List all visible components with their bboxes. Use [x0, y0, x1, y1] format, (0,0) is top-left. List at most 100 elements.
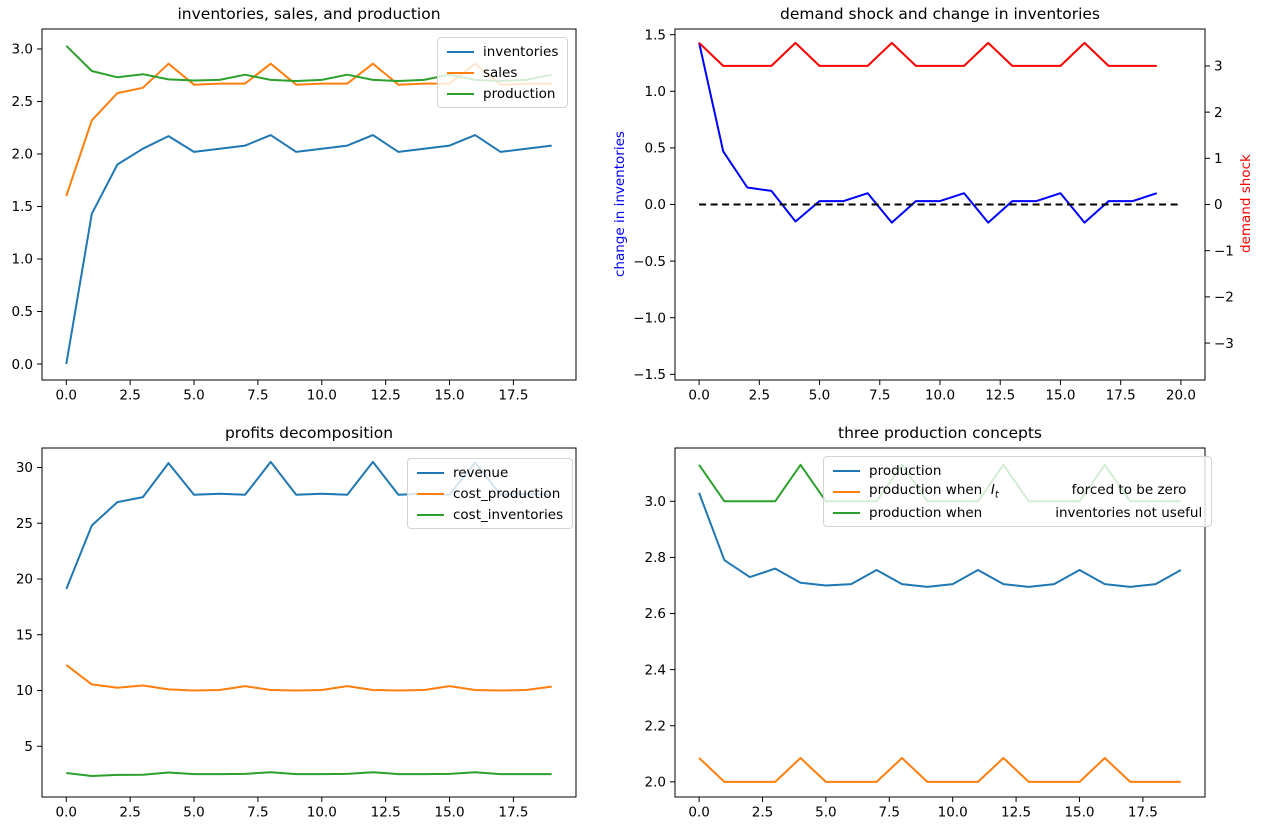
legend-label: cost_inventories: [453, 506, 564, 523]
x-tick-label: 5.0: [183, 388, 204, 404]
x-tick-label: 0.0: [688, 805, 709, 821]
subplot-demand-shock-and-change-in-inventories: 0.0 2.5 5.0 7.5 10.0 12.5 15.0 17.5 20.0−1.5−1.0…: [633, 27, 1234, 403]
x-tick-label: 15.0: [1064, 805, 1094, 821]
legend-label: production: [869, 462, 942, 479]
y-tick-label: 15: [16, 627, 33, 643]
title-three-production-concepts: three production concepts: [838, 424, 1042, 442]
line-production-when-i-t-forced-to-be-zero: [698, 757, 1181, 783]
y-tick-label: 2.8: [645, 550, 666, 566]
legend-line-swatch: [833, 469, 860, 472]
x-tick-label: 12.5: [985, 388, 1015, 404]
y-tick-label: −0.5: [633, 254, 666, 270]
x-tick-label: 0.0: [56, 805, 77, 821]
legend-line-swatch: [833, 511, 860, 514]
x-tick-label: 7.5: [869, 388, 890, 404]
y-tick-label: 0.0: [12, 357, 33, 373]
x-tick-label: 17.5: [1128, 805, 1158, 821]
axes-frame: [41, 28, 577, 381]
y-tick-label: 2.0: [12, 147, 33, 163]
x-tick-label: 2.5: [752, 805, 773, 821]
x-tick-label: 7.5: [247, 388, 268, 404]
y-tick-label: −1.5: [633, 367, 666, 383]
y-tick-label: 2.5: [12, 94, 33, 110]
y-axis-ticks: 5 10 15 20 25 30: [16, 460, 42, 755]
y-tick-label: 2.6: [645, 606, 666, 622]
y-tick-label: 30: [16, 460, 33, 476]
x-tick-label: 12.5: [371, 805, 401, 821]
right-y-tick-label: −2: [1214, 290, 1234, 306]
right-y-tick-label: −1: [1214, 243, 1234, 259]
series-lines: [698, 41, 1181, 224]
legend-item-cost-production: cost_production: [417, 483, 563, 504]
right-y-tick-label: 0: [1214, 197, 1223, 213]
line-demand-shock: [698, 41, 1157, 67]
legend-three-production-concepts: production production when It forced to b…: [823, 456, 1213, 527]
x-tick-label: 0.0: [688, 388, 709, 404]
x-tick-label: 2.5: [119, 805, 140, 821]
legend-label: sales: [483, 64, 518, 81]
line-change-in-inventories: [698, 42, 1158, 224]
right-y-tick-label: 1: [1214, 151, 1223, 167]
title-demand-shock-change-inventories: demand shock and change in inventories: [780, 5, 1100, 23]
legend-line-swatch: [417, 492, 444, 495]
y-tick-label: −1.0: [633, 310, 666, 326]
x-tick-label: 0.0: [56, 388, 77, 404]
line-cost-production: [65, 664, 552, 692]
y-tick-label: 10: [16, 683, 33, 699]
x-tick-label: 17.5: [498, 388, 528, 404]
line-inventories: [65, 134, 552, 365]
y-axis-ticks: −1.5 −1.0 −0.5 0.0 0.5 1.0 1.5: [633, 27, 675, 383]
x-axis-ticks: 0.0 2.5 5.0 7.5 10.0 12.5 15.0 17.5 20.0: [688, 380, 1196, 404]
x-tick-label: 12.5: [1001, 805, 1031, 821]
y-tick-label: 2.4: [645, 662, 666, 678]
x-tick-label: 20.0: [1166, 388, 1196, 404]
x-tick-label: 12.5: [371, 388, 401, 404]
x-tick-label: 10.0: [925, 388, 955, 404]
x-tick-label: 5.0: [183, 805, 204, 821]
legend-label: revenue: [453, 464, 509, 481]
legend-line-swatch: [833, 490, 860, 493]
legend-item-production: production: [833, 460, 1202, 481]
subplot-inventories-sales-and-production: 0.0 2.5 5.0 7.5 10.0 12.5 15.0 17.5 0.0 0.5 1.0 1.5…: [12, 28, 577, 404]
legend-label: production when It forced to be zero: [869, 482, 1187, 501]
x-tick-label: 2.5: [749, 388, 770, 404]
x-tick-label: 17.5: [1106, 388, 1136, 404]
title-inventories-sales-production: inventories, sales, and production: [177, 5, 441, 23]
y-tick-label: 1.5: [12, 199, 33, 215]
math-I-sub-t: It: [990, 482, 999, 501]
x-tick-label: 15.0: [434, 388, 464, 404]
right-y-tick-label: 2: [1214, 105, 1223, 121]
y-tick-label: 0.0: [645, 197, 666, 213]
ylabel-demand-shock: demand shock: [1238, 154, 1254, 253]
legend-line-swatch: [447, 50, 474, 53]
legend-item-sales: sales: [447, 62, 558, 83]
x-tick-label: 7.5: [247, 805, 268, 821]
x-tick-label: 17.5: [498, 805, 528, 821]
y-tick-label: 20: [16, 572, 33, 588]
legend-item-production-when-i-t-forced-to-be-zero: production when It forced to be zero: [833, 481, 1202, 502]
legend-item-inventories: inventories: [447, 41, 558, 62]
subplot-profits-decomposition: 0.0 2.5 5.0 7.5 10.0 12.5 15.0 17.5 5 10 15 20 25 30: [16, 447, 577, 821]
legend-inventories-sales-production: inventories sales production: [437, 37, 569, 108]
y-tick-label: 2.2: [645, 718, 666, 734]
legend-item-revenue: revenue: [417, 462, 563, 483]
y-tick-label: 2.0: [645, 775, 666, 791]
x-tick-label: 15.0: [1045, 388, 1075, 404]
right-y-tick-label: 3: [1214, 59, 1223, 75]
legend-line-swatch: [417, 471, 444, 474]
legend-label: production when inventories not useful: [869, 504, 1203, 521]
axes-frame: [41, 447, 577, 798]
x-tick-label: 15.0: [434, 805, 464, 821]
legend-line-swatch: [417, 513, 444, 516]
y-tick-label: 1.0: [12, 252, 33, 268]
x-tick-label: 7.5: [879, 805, 900, 821]
x-tick-label: 5.0: [809, 388, 830, 404]
legend-item-production-when-inventories-not-useful: production when inventories not useful: [833, 502, 1202, 523]
y-tick-label: 3.0: [645, 494, 666, 510]
x-tick-label: 5.0: [815, 805, 836, 821]
title-profits-decomposition: profits decomposition: [224, 424, 394, 442]
y-tick-label: 0.5: [12, 304, 33, 320]
x-axis-ticks: 0.0 2.5 5.0 7.5 10.0 12.5 15.0 17.5: [56, 380, 528, 404]
